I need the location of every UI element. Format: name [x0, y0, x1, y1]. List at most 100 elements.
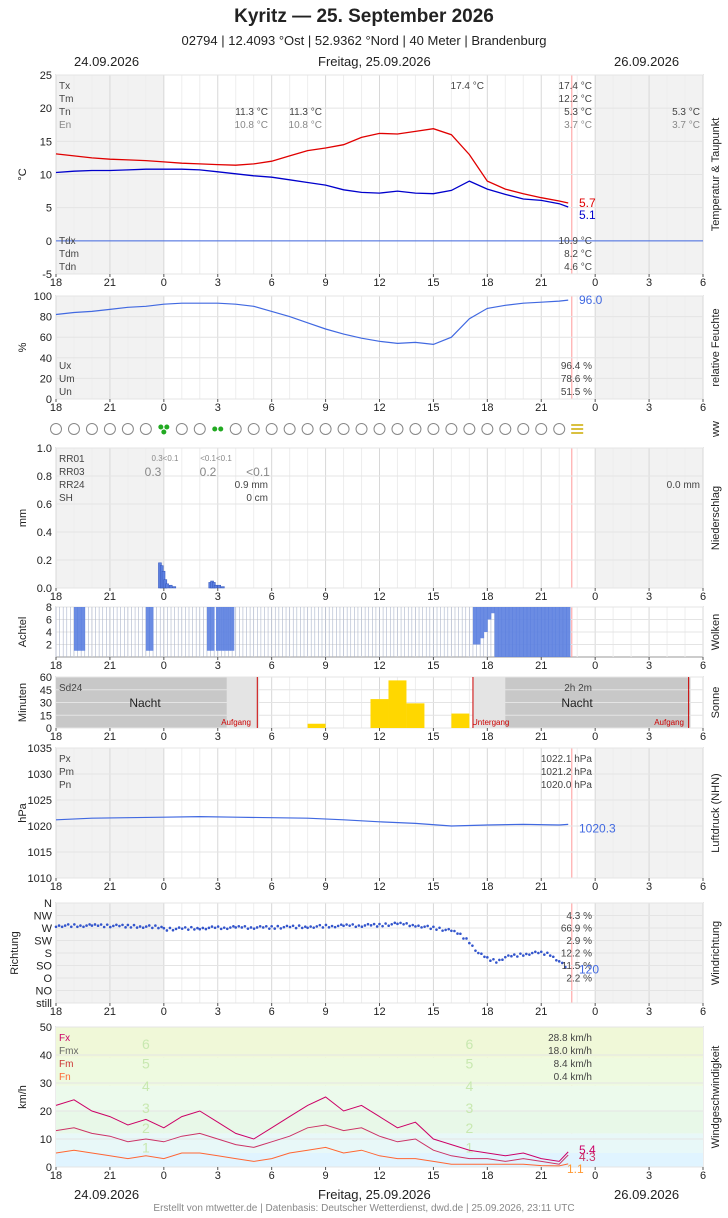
temp-stat-prev: 10.8 °C: [235, 120, 268, 131]
winddir-dot: [243, 924, 247, 928]
humidity-stat-label: Ux: [59, 361, 71, 372]
pressure-x-tick-label: 21: [535, 881, 547, 893]
winddir-dot: [432, 925, 435, 929]
wind_direction-x-tick-label: 18: [481, 1006, 493, 1018]
clouds-y-tick-label: 2: [46, 640, 52, 652]
humidity-y-tick-label: 0: [46, 394, 52, 406]
winddir-dot: [312, 926, 316, 929]
dew-stat-value: 8.2 °C: [564, 249, 592, 260]
station-info: 02794 | 12.4093 °Ost | 52.9362 °Nord | 4…: [181, 33, 547, 48]
winddir-dot: [88, 923, 91, 926]
cloud-bar: [230, 607, 235, 651]
precipitation-y-tick-label: 0.4: [37, 527, 52, 539]
winddir-dot: [489, 959, 492, 962]
ww-clear-symbol: [499, 423, 512, 435]
precip-bar: [172, 586, 177, 589]
winddir-dot: [521, 954, 525, 957]
winddir-dot: [306, 926, 309, 930]
sunshine-x-tick-label: 21: [535, 731, 547, 743]
wind_speed-x-tick-label: 18: [481, 1170, 493, 1182]
beaufort-band: [56, 1133, 703, 1153]
winddir-dot: [551, 955, 555, 959]
beaufort-label: 1: [142, 1139, 150, 1155]
ww-clear-symbol: [337, 423, 350, 435]
precip-bar: [165, 583, 169, 589]
winddir-dot: [351, 923, 355, 926]
winddir-dot: [516, 955, 519, 958]
precip-stat-label: RR03: [59, 467, 85, 478]
sunshine-x-tick-label: 3: [215, 731, 221, 743]
winddir-dot: [213, 926, 217, 930]
cloud-bar: [541, 607, 546, 657]
clouds-x-tick-label: 12: [373, 660, 385, 672]
winddir-dot: [435, 928, 438, 931]
temperature-x-tick-label: 3: [646, 277, 652, 289]
winddir-dot: [294, 926, 298, 930]
humidity-x-tick-label: 3: [215, 402, 221, 414]
winddir-dot: [160, 925, 163, 929]
cloud-bar: [562, 607, 567, 657]
sunshine-x-tick-label: 21: [104, 731, 116, 743]
sd24-value: 2h 2m: [564, 683, 592, 694]
humidity-x-tick-label: 0: [161, 402, 167, 414]
wind-stat-label: Fn: [59, 1072, 71, 1083]
pressure-y-label: hPa: [17, 802, 29, 822]
winddir-dot: [528, 953, 531, 956]
temperature-right-label: Temperatur & Taupunkt: [710, 118, 722, 232]
pressure-stat-label: Pm: [59, 767, 74, 778]
pressure-y-tick-label: 1020: [28, 821, 52, 833]
temp-stat-right: 17.4 °C: [559, 81, 592, 92]
temperature-x-tick-label: 0: [592, 277, 598, 289]
winddir-dot: [510, 954, 513, 958]
precipitation-x-tick-label: 6: [700, 591, 706, 603]
precip-bar: [221, 586, 225, 589]
wind_speed-x-tick-label: 15: [427, 1170, 439, 1182]
winddir-y-tick-label: NO: [36, 986, 53, 998]
winddir-dot: [219, 927, 223, 931]
ww-clear-symbol: [373, 423, 386, 435]
beaufort-label: 5: [465, 1055, 473, 1071]
cloud-bar: [472, 607, 477, 645]
winddir-dot: [548, 954, 552, 957]
winddir-dot: [99, 923, 103, 926]
sunshine-right-label: Sonne: [710, 687, 722, 719]
beaufort-band: [56, 1111, 703, 1134]
temperature-y-tick-label: 10: [40, 170, 52, 182]
clouds-right-label: Wolken: [710, 614, 722, 650]
pressure-x-tick-label: 3: [646, 881, 652, 893]
winddir-dot: [216, 925, 220, 928]
winddir-dot: [210, 925, 214, 928]
wind-stat-label: Fmx: [59, 1046, 78, 1057]
pressure-x-tick-label: 21: [104, 881, 116, 893]
footer-credits: Erstellt von mtwetter.de | Datenbasis: D…: [153, 1203, 575, 1214]
winddir-dot: [82, 925, 85, 929]
precipitation-y-label: mm: [17, 509, 29, 527]
sunrise-label-2: Aufgang: [654, 718, 684, 727]
wind-min-end-label: 1.1: [567, 1162, 584, 1176]
cloud-bar: [534, 607, 539, 657]
winddir-dot: [441, 929, 444, 932]
cloud-bar: [548, 607, 553, 657]
ww-clear-symbol: [445, 423, 458, 435]
ww-clear-symbol: [517, 423, 530, 435]
winddir-dot: [444, 928, 447, 932]
temp-stat-label: En: [59, 120, 71, 131]
winddir-dot: [438, 926, 441, 930]
date-left: 24.09.2026: [74, 54, 140, 69]
winddir-dot: [474, 949, 477, 952]
cloud-bar: [490, 607, 495, 614]
cloud-bar: [223, 607, 228, 651]
winddir-dot: [414, 925, 417, 928]
pressure-x-tick-label: 9: [323, 881, 329, 893]
ww-clear-symbol: [463, 423, 476, 435]
dew-stat-value: 4.6 °C: [564, 262, 592, 273]
winddir-dot: [121, 923, 124, 927]
winddir-dot: [190, 925, 193, 929]
wind_direction-x-tick-label: 0: [161, 1006, 167, 1018]
winddir-y-tick-label: O: [43, 973, 52, 985]
pressure-x-tick-label: 18: [481, 881, 493, 893]
pressure-stat-value: 1020.0 hPa: [541, 780, 593, 791]
ww-clear-symbol: [139, 423, 152, 435]
winddir-dot: [429, 927, 433, 931]
sunshine-x-tick-label: 12: [373, 731, 385, 743]
